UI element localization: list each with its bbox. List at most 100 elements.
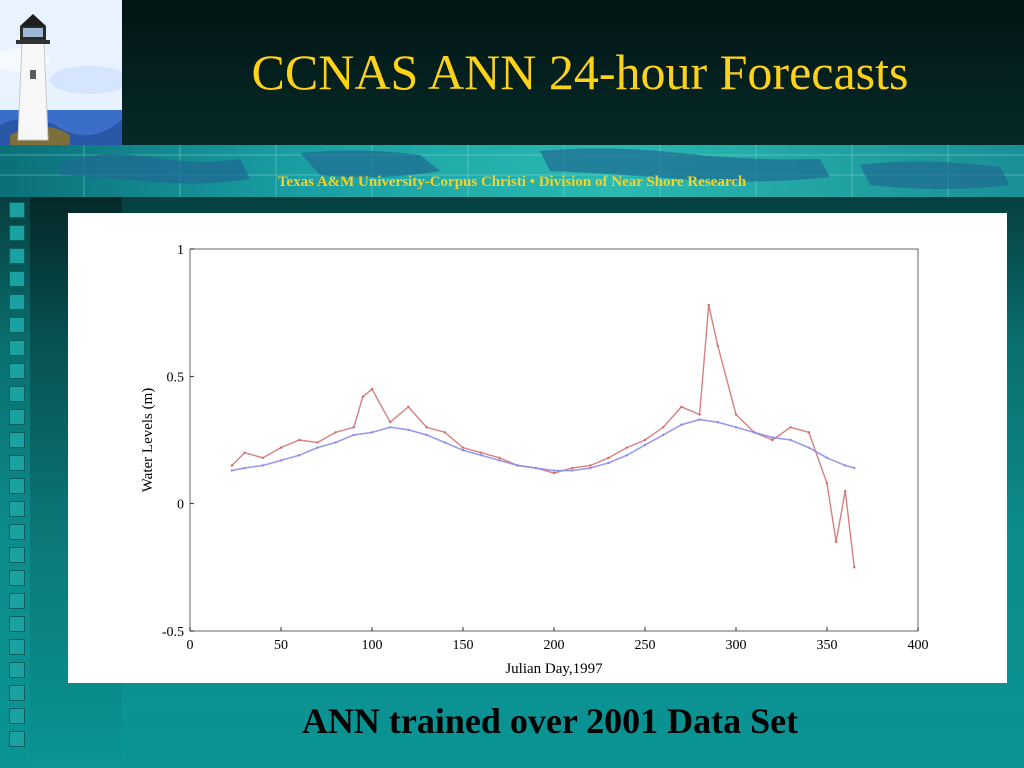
- series-2-point: [789, 438, 792, 442]
- series-2-point: [298, 454, 301, 457]
- series-2-point: [480, 454, 483, 457]
- series-2-point: [680, 423, 683, 426]
- series-2-point: [825, 456, 829, 460]
- series-1-point: [680, 405, 683, 409]
- series-2-point: [261, 464, 264, 467]
- series-2-point: [698, 418, 701, 421]
- series-2-point: [389, 426, 392, 429]
- water-level-chart: 0 50 100 150 200 250 300 350 400 -0.500.51 Julia…: [140, 243, 929, 677]
- series-2-point: [370, 431, 374, 434]
- series-1-point: [279, 446, 283, 449]
- series-2-point: [279, 459, 283, 462]
- series-1-point: [734, 413, 738, 416]
- y-tick-label: -0.5: [162, 625, 184, 640]
- x-tick-label: 300: [726, 638, 747, 653]
- y-axis-ticks: -0.5 0 0.5 1: [162, 243, 194, 640]
- chart-panel: 0 50 100 150 200 250 300 350 400 -0.5 0 0.5 1 Julia…: [68, 213, 1007, 683]
- y-tick-label: 0.5: [167, 370, 185, 385]
- y-tick-label: 1: [177, 243, 184, 258]
- slide-caption: ANN trained over 2001 Data Set: [301, 701, 799, 741]
- series-1-point: [243, 451, 246, 454]
- institution-subtitle: Texas A&M University-Corpus Christi • Di…: [277, 174, 747, 190]
- lighthouse-icon: [0, 0, 122, 145]
- series-layer: [230, 303, 856, 569]
- series-1-point: [498, 456, 501, 460]
- series-1-point: [707, 303, 710, 307]
- y-tick-label: 0: [177, 498, 184, 513]
- series-1-point: [807, 431, 810, 434]
- series-1-point: [230, 464, 234, 467]
- x-tick-label: 150: [453, 638, 474, 653]
- series-1-point: [361, 395, 365, 398]
- series-2-point: [461, 448, 465, 452]
- series-1-point: [834, 540, 838, 544]
- x-tick-label: 250: [635, 638, 656, 653]
- series-2-point: [552, 469, 556, 472]
- series-2-point: [625, 454, 628, 457]
- series-2-point: [807, 446, 810, 449]
- series-2-point: [498, 459, 501, 462]
- series-2-point: [425, 433, 428, 437]
- series-2-point: [662, 433, 665, 437]
- series-2-point: [316, 446, 319, 449]
- series-2-point: [607, 461, 610, 465]
- series-2-point: [230, 469, 234, 472]
- series-line-2: [231, 418, 855, 472]
- series-2-point: [534, 466, 537, 470]
- series-2-point: [643, 443, 647, 447]
- series-2-point: [853, 466, 856, 470]
- series-1-point: [352, 426, 355, 429]
- series-2-point: [771, 436, 774, 439]
- series-1-point: [571, 466, 574, 470]
- series-1-point: [698, 413, 701, 416]
- series-1-point: [625, 446, 628, 449]
- series-1-point: [844, 489, 847, 493]
- series-1-point: [334, 431, 337, 434]
- series-1-point: [261, 456, 264, 460]
- decorative-squares: [0, 197, 30, 768]
- y-axis-label: Water Levels (m): [140, 388, 156, 493]
- x-tick-label: 200: [544, 638, 565, 653]
- series-1-point: [480, 451, 483, 454]
- x-tick-label: 50: [274, 638, 288, 653]
- series-1-point: [461, 446, 465, 449]
- series-2-point: [443, 441, 446, 444]
- series-line-1: [231, 304, 855, 568]
- series-1-point: [552, 471, 556, 475]
- series-1-point: [425, 426, 428, 429]
- x-tick-label: 100: [362, 638, 383, 653]
- header-band: [122, 0, 1024, 145]
- series-1-point: [853, 566, 856, 569]
- series-1-point: [643, 438, 647, 442]
- series-1-point: [370, 387, 374, 391]
- series-2-point: [334, 441, 337, 444]
- series-1-point: [716, 344, 719, 347]
- x-tick-label: 400: [908, 638, 929, 653]
- series-1-point: [789, 426, 792, 429]
- series-2-point: [571, 469, 574, 472]
- series-2-point: [407, 428, 410, 432]
- x-axis-label: Julian Day,1997: [505, 661, 603, 677]
- series-1-point: [771, 438, 774, 442]
- series-2-point: [589, 466, 592, 470]
- page-title: CCNAS ANN 24-hour Forecasts: [251, 44, 909, 100]
- x-tick-label: 350: [817, 638, 838, 653]
- series-1-point: [298, 438, 301, 442]
- series-2-point: [243, 466, 246, 470]
- x-axis-ticks: 0 50 100 150 200 250 300 350 400: [187, 627, 929, 653]
- series-1-point: [316, 441, 319, 444]
- series-1-point: [607, 456, 610, 460]
- series-2-point: [753, 431, 756, 434]
- series-1-point: [589, 464, 592, 467]
- series-1-point: [443, 431, 446, 434]
- x-tick-label: 0: [187, 638, 194, 653]
- series-2-point: [352, 433, 355, 437]
- series-1-point: [407, 405, 410, 409]
- series-1-point: [825, 482, 829, 485]
- series-1-point: [662, 426, 665, 429]
- series-2-point: [516, 464, 519, 467]
- series-1-point: [389, 420, 392, 424]
- series-2-point: [844, 464, 847, 467]
- series-2-point: [716, 420, 719, 424]
- world-map-band: [0, 145, 1024, 197]
